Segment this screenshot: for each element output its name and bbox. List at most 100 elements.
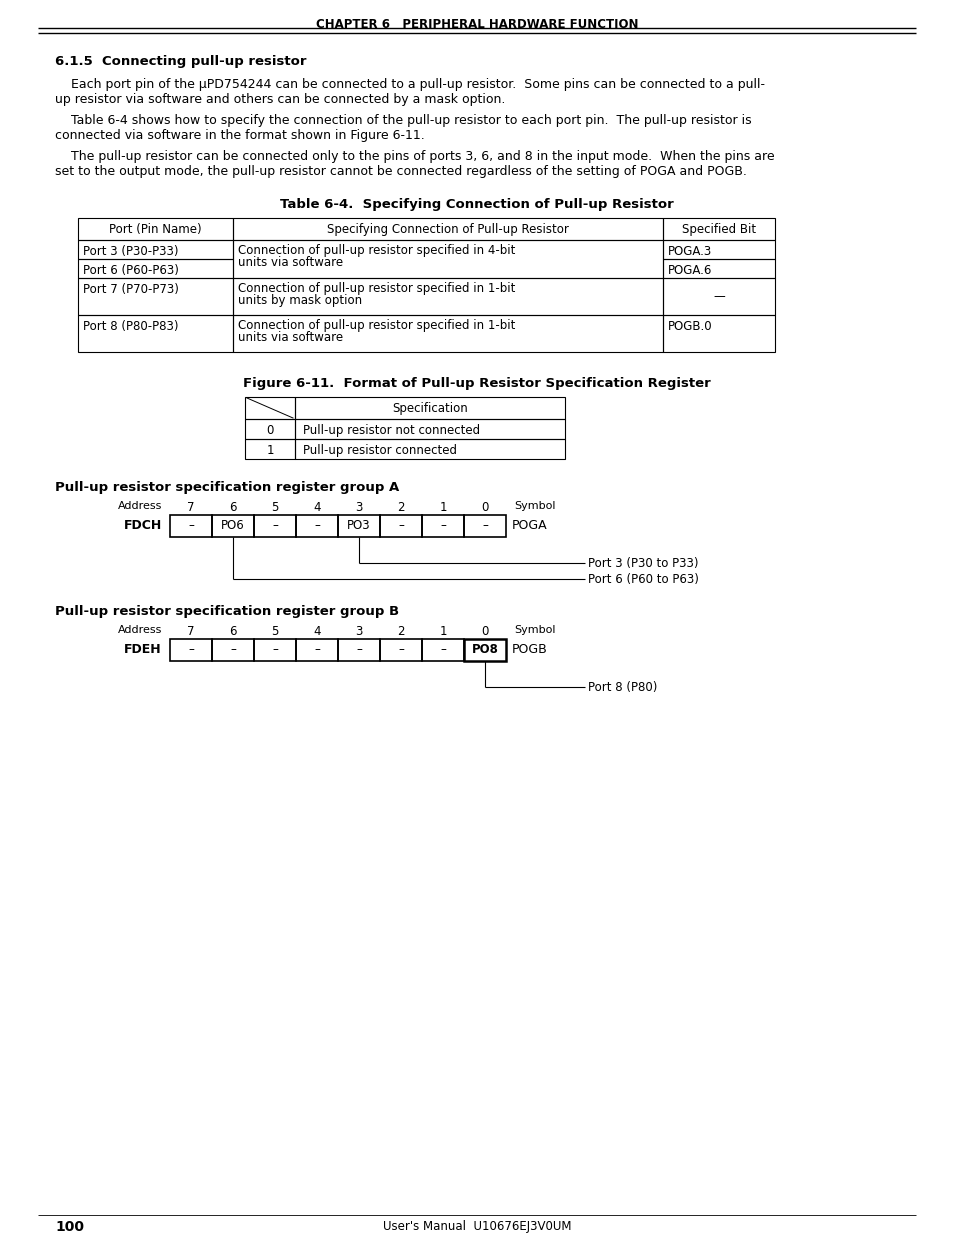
- Bar: [463, 515, 505, 537]
- Bar: [662, 240, 774, 259]
- Bar: [337, 638, 379, 661]
- Bar: [245, 438, 294, 459]
- Text: –: –: [272, 643, 277, 656]
- Bar: [294, 438, 564, 459]
- Text: –: –: [188, 519, 193, 532]
- Text: POGA.3: POGA.3: [667, 245, 712, 258]
- Text: 4: 4: [313, 501, 320, 514]
- Text: set to the output mode, the pull-up resistor cannot be connected regardless of t: set to the output mode, the pull-up resi…: [55, 165, 746, 178]
- Text: PO6: PO6: [221, 519, 245, 532]
- Text: 0: 0: [266, 424, 274, 437]
- Text: POGB.0: POGB.0: [667, 320, 712, 333]
- Text: Port 7 (P70-P73): Port 7 (P70-P73): [83, 283, 179, 296]
- Text: –: –: [230, 643, 235, 656]
- Bar: [78, 219, 233, 240]
- Text: 4: 4: [313, 625, 320, 638]
- Text: 6: 6: [229, 501, 236, 514]
- Text: Figure 6-11.  Format of Pull-up Resistor Specification Register: Figure 6-11. Format of Pull-up Resistor …: [243, 377, 710, 390]
- Bar: [170, 638, 212, 661]
- Text: –: –: [481, 519, 487, 532]
- Text: units via software: units via software: [237, 256, 343, 269]
- Bar: [245, 396, 294, 419]
- Bar: [379, 515, 421, 537]
- Bar: [662, 219, 774, 240]
- Text: 3: 3: [355, 501, 362, 514]
- Text: Connection of pull-up resistor specified in 4-bit: Connection of pull-up resistor specified…: [237, 245, 515, 257]
- Text: Symbol: Symbol: [514, 625, 555, 635]
- Text: FDEH: FDEH: [124, 643, 162, 656]
- Bar: [463, 638, 505, 661]
- Text: –: –: [439, 643, 445, 656]
- Text: POGB: POGB: [512, 643, 547, 656]
- Bar: [421, 638, 463, 661]
- Text: Connection of pull-up resistor specified in 1-bit: Connection of pull-up resistor specified…: [237, 282, 515, 295]
- Text: Address: Address: [117, 625, 162, 635]
- Text: –: –: [272, 519, 277, 532]
- Text: connected via software in the format shown in Figure 6-11.: connected via software in the format sho…: [55, 128, 424, 142]
- Text: POGA: POGA: [512, 519, 547, 532]
- Text: Pull-up resistor specification register group B: Pull-up resistor specification register …: [55, 605, 398, 618]
- Bar: [233, 240, 662, 278]
- Text: 7: 7: [187, 501, 194, 514]
- Text: Port 3 (P30-P33): Port 3 (P30-P33): [83, 245, 178, 258]
- Bar: [253, 515, 295, 537]
- Text: 1: 1: [266, 445, 274, 457]
- Text: 0: 0: [481, 625, 488, 638]
- Bar: [294, 396, 564, 419]
- Text: Pull-up resistor connected: Pull-up resistor connected: [303, 445, 456, 457]
- Text: 0: 0: [481, 501, 488, 514]
- Text: up resistor via software and others can be connected by a mask option.: up resistor via software and others can …: [55, 93, 505, 106]
- Bar: [337, 515, 379, 537]
- Text: –: –: [439, 519, 445, 532]
- Bar: [212, 638, 253, 661]
- Text: PO8: PO8: [471, 643, 497, 656]
- Text: 2: 2: [396, 625, 404, 638]
- Bar: [212, 515, 253, 537]
- Text: User's Manual  U10676EJ3V0UM: User's Manual U10676EJ3V0UM: [382, 1220, 571, 1233]
- Text: Specified Bit: Specified Bit: [681, 224, 756, 236]
- Text: –: –: [314, 519, 319, 532]
- Bar: [78, 240, 233, 259]
- Text: units via software: units via software: [237, 331, 343, 345]
- Text: Symbol: Symbol: [514, 501, 555, 511]
- Text: –: –: [397, 519, 403, 532]
- Text: The pull-up resistor can be connected only to the pins of ports 3, 6, and 8 in t: The pull-up resistor can be connected on…: [55, 149, 774, 163]
- Text: 1: 1: [438, 625, 446, 638]
- Text: Port 8 (P80-P83): Port 8 (P80-P83): [83, 320, 178, 333]
- Bar: [253, 638, 295, 661]
- Text: –: –: [397, 643, 403, 656]
- Bar: [421, 515, 463, 537]
- Text: 100: 100: [55, 1220, 84, 1234]
- Text: 1: 1: [438, 501, 446, 514]
- Text: Table 6-4 shows how to specify the connection of the pull-up resistor to each po: Table 6-4 shows how to specify the conne…: [55, 114, 751, 127]
- Text: –: –: [188, 643, 193, 656]
- Text: Each port pin of the μPD754244 can be connected to a pull-up resistor.  Some pin: Each port pin of the μPD754244 can be co…: [55, 78, 764, 91]
- Text: Port 6 (P60-P63): Port 6 (P60-P63): [83, 264, 179, 277]
- Text: –: –: [314, 643, 319, 656]
- Text: Table 6-4.  Specifying Connection of Pull-up Resistor: Table 6-4. Specifying Connection of Pull…: [280, 198, 673, 211]
- Bar: [78, 315, 233, 352]
- Text: 5: 5: [271, 625, 278, 638]
- Bar: [294, 419, 564, 438]
- Text: Specifying Connection of Pull-up Resistor: Specifying Connection of Pull-up Resisto…: [327, 224, 568, 236]
- Bar: [295, 638, 337, 661]
- Text: 6.1.5  Connecting pull-up resistor: 6.1.5 Connecting pull-up resistor: [55, 56, 306, 68]
- Text: 3: 3: [355, 625, 362, 638]
- Text: Port 3 (P30 to P33): Port 3 (P30 to P33): [587, 557, 698, 571]
- Bar: [662, 259, 774, 278]
- Text: Connection of pull-up resistor specified in 1-bit: Connection of pull-up resistor specified…: [237, 319, 515, 332]
- Text: POGA.6: POGA.6: [667, 264, 712, 277]
- Bar: [233, 219, 662, 240]
- Text: CHAPTER 6   PERIPHERAL HARDWARE FUNCTION: CHAPTER 6 PERIPHERAL HARDWARE FUNCTION: [315, 19, 638, 31]
- Text: Port 6 (P60 to P63): Port 6 (P60 to P63): [587, 573, 699, 587]
- Bar: [662, 278, 774, 315]
- Text: Pull-up resistor specification register group A: Pull-up resistor specification register …: [55, 480, 399, 494]
- Text: 2: 2: [396, 501, 404, 514]
- Text: units by mask option: units by mask option: [237, 294, 362, 308]
- Bar: [295, 515, 337, 537]
- Text: Pull-up resistor not connected: Pull-up resistor not connected: [303, 424, 479, 437]
- Bar: [233, 315, 662, 352]
- Text: Port 8 (P80): Port 8 (P80): [587, 682, 657, 694]
- Text: 5: 5: [271, 501, 278, 514]
- Text: FDCH: FDCH: [124, 519, 162, 532]
